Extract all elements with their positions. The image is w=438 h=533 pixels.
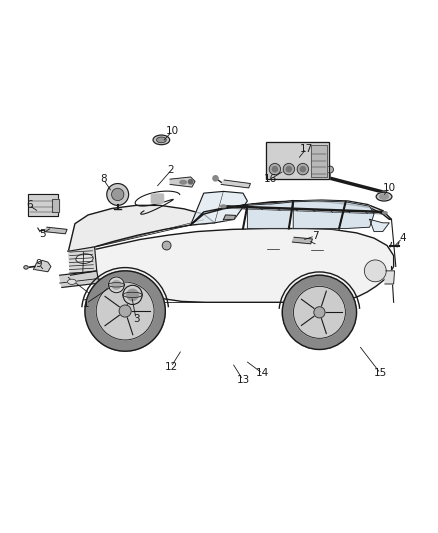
Circle shape bbox=[119, 305, 131, 317]
Text: 7: 7 bbox=[312, 231, 318, 241]
Text: 15: 15 bbox=[374, 368, 387, 378]
Polygon shape bbox=[68, 205, 215, 251]
Polygon shape bbox=[44, 227, 67, 234]
Circle shape bbox=[188, 180, 193, 184]
Ellipse shape bbox=[156, 137, 166, 143]
FancyBboxPatch shape bbox=[311, 144, 327, 176]
Ellipse shape bbox=[221, 205, 226, 207]
Text: 4: 4 bbox=[399, 233, 406, 243]
Text: 17: 17 bbox=[300, 143, 313, 154]
Ellipse shape bbox=[380, 194, 389, 199]
Polygon shape bbox=[247, 202, 293, 229]
Circle shape bbox=[300, 166, 305, 172]
Ellipse shape bbox=[180, 181, 187, 184]
Circle shape bbox=[326, 166, 333, 173]
Polygon shape bbox=[33, 261, 51, 272]
Ellipse shape bbox=[376, 192, 392, 201]
Text: 5: 5 bbox=[39, 229, 46, 239]
Circle shape bbox=[162, 241, 171, 250]
Polygon shape bbox=[370, 220, 389, 231]
Polygon shape bbox=[292, 237, 312, 244]
Polygon shape bbox=[293, 201, 346, 229]
Polygon shape bbox=[191, 200, 392, 225]
Polygon shape bbox=[221, 180, 251, 188]
Text: 13: 13 bbox=[237, 375, 250, 385]
FancyBboxPatch shape bbox=[28, 193, 58, 216]
Text: 1: 1 bbox=[82, 298, 89, 309]
Text: 2: 2 bbox=[168, 165, 174, 175]
Text: 14: 14 bbox=[256, 368, 269, 378]
Ellipse shape bbox=[76, 254, 93, 263]
Ellipse shape bbox=[24, 265, 28, 269]
Circle shape bbox=[283, 164, 294, 175]
Circle shape bbox=[85, 271, 165, 351]
Ellipse shape bbox=[108, 282, 125, 287]
FancyBboxPatch shape bbox=[52, 199, 59, 212]
Polygon shape bbox=[339, 202, 374, 229]
Polygon shape bbox=[68, 247, 97, 275]
Circle shape bbox=[112, 280, 121, 289]
Circle shape bbox=[364, 260, 386, 282]
Ellipse shape bbox=[123, 292, 142, 297]
Text: 16: 16 bbox=[264, 174, 277, 184]
Circle shape bbox=[213, 176, 218, 181]
Text: 10: 10 bbox=[166, 126, 179, 136]
Circle shape bbox=[272, 166, 278, 172]
Text: 12: 12 bbox=[164, 362, 177, 372]
Circle shape bbox=[314, 307, 325, 318]
FancyBboxPatch shape bbox=[266, 142, 329, 179]
Text: 3: 3 bbox=[133, 314, 139, 324]
Text: 6: 6 bbox=[26, 200, 32, 211]
Circle shape bbox=[283, 275, 357, 350]
Polygon shape bbox=[68, 229, 394, 302]
Polygon shape bbox=[60, 271, 99, 287]
Circle shape bbox=[107, 183, 129, 205]
Circle shape bbox=[123, 285, 142, 304]
Circle shape bbox=[286, 166, 291, 172]
Polygon shape bbox=[170, 177, 195, 187]
Polygon shape bbox=[385, 271, 395, 284]
FancyBboxPatch shape bbox=[151, 194, 163, 203]
Polygon shape bbox=[223, 215, 236, 220]
Circle shape bbox=[112, 188, 124, 200]
Circle shape bbox=[109, 277, 124, 293]
Polygon shape bbox=[191, 191, 247, 225]
Text: 9: 9 bbox=[36, 260, 42, 269]
Ellipse shape bbox=[153, 135, 170, 144]
Circle shape bbox=[293, 286, 346, 338]
Text: 8: 8 bbox=[100, 174, 106, 184]
Ellipse shape bbox=[67, 279, 76, 285]
Text: 10: 10 bbox=[383, 183, 396, 193]
Circle shape bbox=[96, 282, 154, 340]
Circle shape bbox=[297, 164, 308, 175]
Ellipse shape bbox=[383, 212, 387, 214]
Circle shape bbox=[269, 164, 281, 175]
Circle shape bbox=[127, 289, 138, 301]
